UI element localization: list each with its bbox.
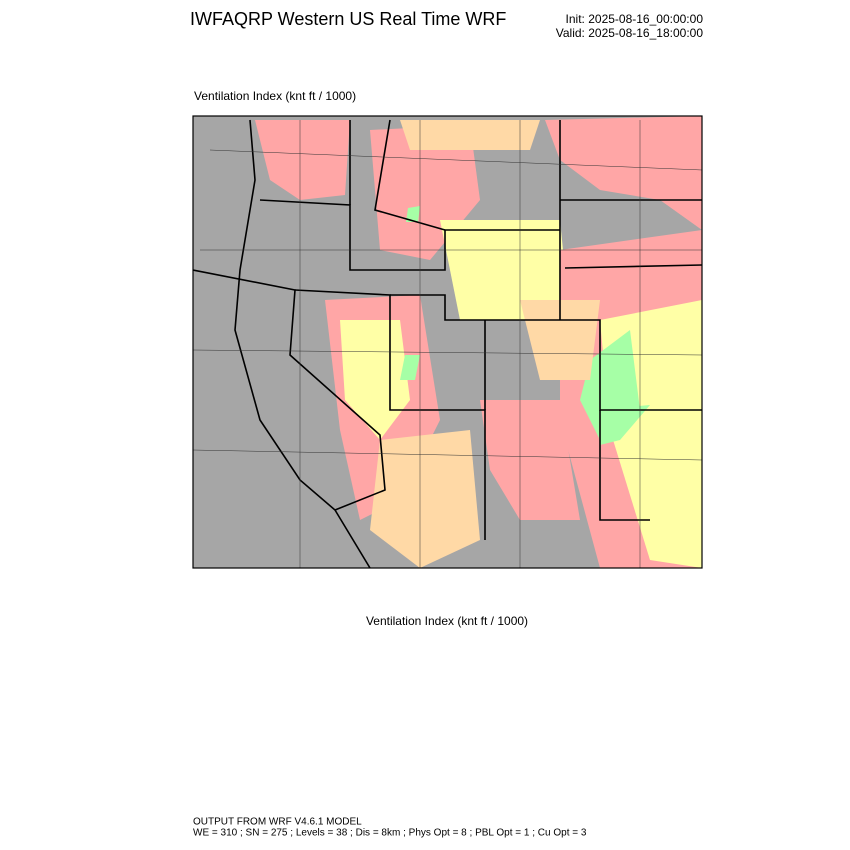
init-time: Init: 2025-08-16_00:00:00 (566, 12, 704, 26)
footer-line: OUTPUT FROM WRF V4.6.1 MODEL (193, 817, 362, 828)
valid-time: Valid: 2025-08-16_18:00:00 (556, 26, 704, 40)
state-border (259, 199, 560, 271)
field-region (406, 206, 420, 222)
title: IWFAQRP Western US Real Time WRF (190, 9, 506, 29)
map (193, 116, 702, 568)
state-border (349, 119, 702, 521)
map-frame (192, 115, 703, 569)
field-region (400, 355, 420, 380)
field-region (255, 120, 350, 200)
footer-line: WE = 310 ; SN = 275 ; Levels = 38 ; Dis … (193, 828, 587, 839)
field-region (440, 220, 570, 320)
field-region (400, 120, 540, 150)
colorbar-title: Ventilation Index (knt ft / 1000) (366, 614, 528, 628)
state-border (193, 269, 386, 511)
field-region (370, 430, 480, 568)
map-label: Ventilation Index (knt ft / 1000) (194, 89, 356, 103)
state-border (390, 294, 702, 411)
coastline (234, 119, 371, 568)
field-region (480, 400, 580, 520)
county-lines (193, 120, 702, 568)
field-region (545, 116, 702, 230)
state-border (294, 289, 486, 540)
field-region (595, 405, 650, 445)
